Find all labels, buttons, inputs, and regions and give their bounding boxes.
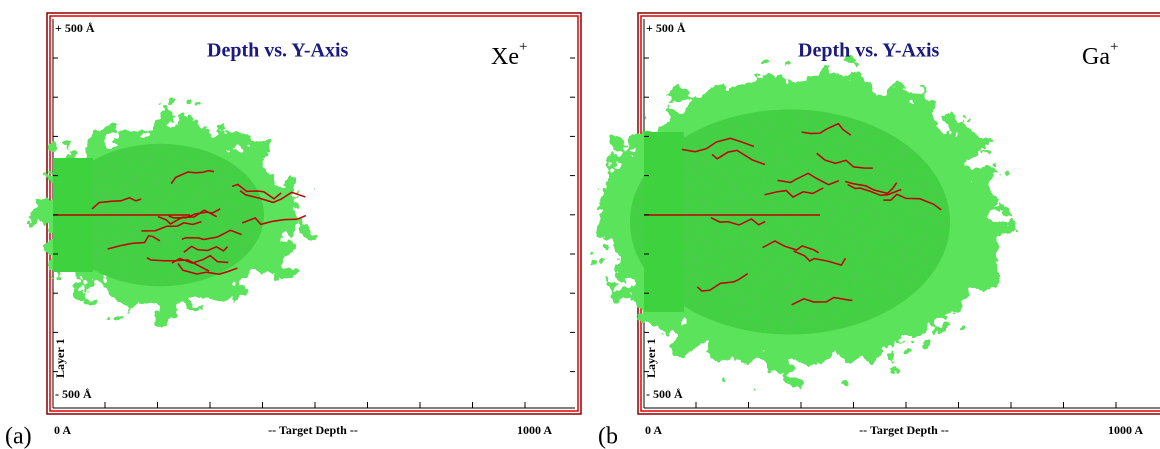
layer-label: Layer 1 [644,339,658,378]
ion-symbol: Xe [491,44,519,70]
y-bottom-label: - 500 Å [646,387,683,401]
x-end-label: 1000 A [1108,423,1143,437]
layer-label: Layer 1 [53,339,67,378]
y-top-label: + 500 Å [646,21,686,35]
x-end-label: 1000 A [517,423,552,437]
x-axis-title: -- Target Depth -- [859,423,949,437]
panel: + 500 Å - 500 Å Layer 1 Depth vs. Y-Axis Xe+… [5,13,581,449]
figure: + 500 Å- 500 ÅLayer 1Depth vs. Y-AxisXe+… [0,0,1160,449]
cascade-left [644,132,684,312]
x-axis-title: -- Target Depth -- [268,423,358,437]
x-start-label: 0 A [645,423,662,437]
panel-label: (a) [5,424,32,449]
y-top-label: + 500 Å [55,21,95,35]
ion-charge: + [519,39,527,55]
panel: + 500 Å - 500 Å Layer 1 Depth vs. Y-Axis Ga+… [598,13,1160,449]
ion-symbol: Ga [1082,44,1110,70]
plot-title: Depth vs. Y-Axis [798,40,940,62]
y-bottom-label: - 500 Å [55,387,92,401]
plot-title: Depth vs. Y-Axis [207,40,349,62]
damage-cascade [600,72,1000,372]
x-start-label: 0 A [54,423,71,437]
panel-label: (b [598,424,618,449]
ion-charge: + [1110,39,1118,55]
